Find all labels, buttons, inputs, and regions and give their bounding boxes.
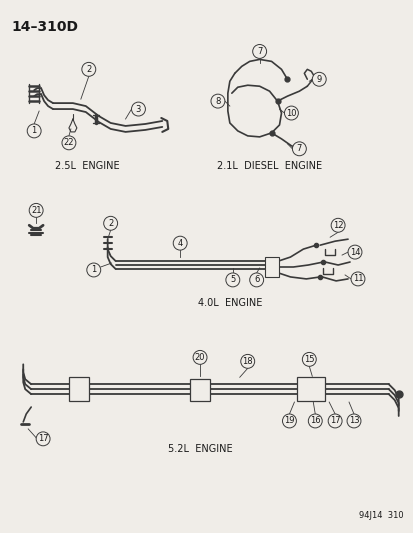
Circle shape: [301, 352, 316, 366]
Bar: [264, 257, 278, 277]
Circle shape: [328, 414, 341, 428]
Text: 4.0L  ENGINE: 4.0L ENGINE: [197, 298, 261, 308]
Circle shape: [308, 414, 321, 428]
Text: 7: 7: [256, 47, 262, 56]
Circle shape: [211, 94, 224, 108]
Circle shape: [347, 245, 361, 259]
Circle shape: [350, 272, 364, 286]
Text: 2: 2: [108, 219, 113, 228]
Text: 3: 3: [135, 104, 141, 114]
Circle shape: [82, 62, 95, 76]
Text: 17: 17: [329, 416, 339, 425]
Text: 1: 1: [31, 126, 37, 135]
Text: 15: 15: [303, 355, 314, 364]
Circle shape: [311, 72, 325, 86]
Circle shape: [282, 414, 296, 428]
Circle shape: [292, 142, 306, 156]
Circle shape: [131, 102, 145, 116]
Circle shape: [192, 350, 206, 365]
Bar: [297, 377, 325, 401]
Circle shape: [87, 263, 100, 277]
Bar: [190, 379, 209, 401]
Text: 14–310D: 14–310D: [11, 20, 78, 34]
Text: 1: 1: [91, 265, 96, 274]
Circle shape: [240, 354, 254, 368]
Text: 21: 21: [31, 206, 41, 215]
Text: 2: 2: [86, 65, 91, 74]
Text: 22: 22: [64, 139, 74, 147]
Circle shape: [330, 219, 344, 232]
Text: 19: 19: [283, 416, 294, 425]
Circle shape: [103, 216, 117, 230]
Text: 14: 14: [349, 248, 359, 256]
Text: 5: 5: [230, 276, 235, 285]
Text: 4: 4: [177, 239, 183, 248]
Text: 9: 9: [316, 75, 321, 84]
Text: 5.2L  ENGINE: 5.2L ENGINE: [167, 444, 232, 454]
Text: 16: 16: [309, 416, 320, 425]
Circle shape: [346, 414, 360, 428]
Text: 94J14  310: 94J14 310: [358, 511, 403, 520]
Circle shape: [225, 273, 239, 287]
Circle shape: [36, 432, 50, 446]
Text: 8: 8: [215, 96, 220, 106]
Text: 2.1L  DIESEL  ENGINE: 2.1L DIESEL ENGINE: [216, 161, 321, 171]
Circle shape: [252, 44, 266, 59]
Circle shape: [29, 204, 43, 217]
Text: 20: 20: [195, 353, 205, 362]
Circle shape: [249, 273, 263, 287]
Text: 13: 13: [348, 416, 358, 425]
Circle shape: [284, 106, 298, 120]
Text: 6: 6: [253, 276, 259, 285]
Text: 10: 10: [285, 109, 296, 118]
Text: 18: 18: [242, 357, 252, 366]
Text: 12: 12: [332, 221, 342, 230]
Bar: [69, 377, 88, 401]
Circle shape: [27, 124, 41, 138]
Circle shape: [173, 236, 187, 250]
Text: 11: 11: [352, 274, 362, 284]
Text: 2.5L  ENGINE: 2.5L ENGINE: [55, 161, 120, 171]
Circle shape: [62, 136, 76, 150]
Text: 7: 7: [296, 144, 301, 154]
Text: 17: 17: [38, 434, 48, 443]
